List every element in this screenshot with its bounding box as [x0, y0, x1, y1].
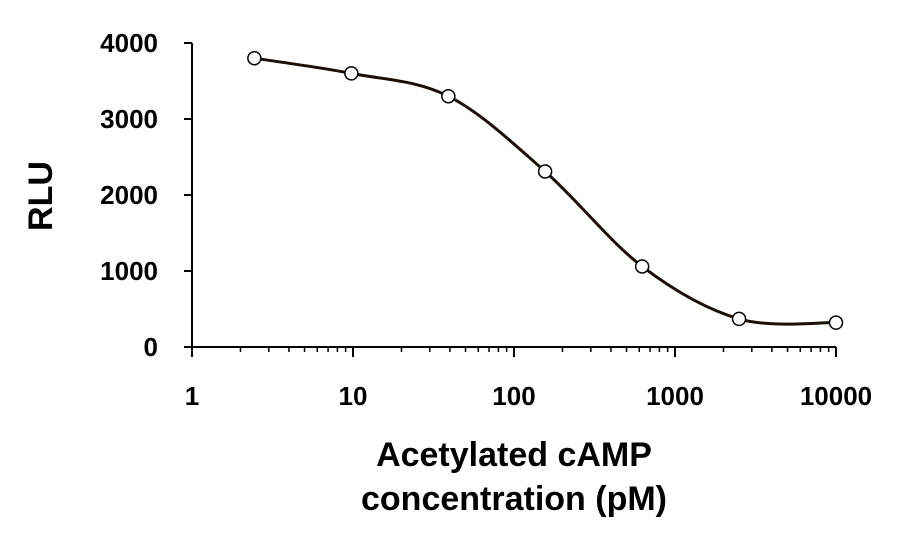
x-tick-label: 1	[185, 381, 199, 411]
y-tick-label: 4000	[100, 28, 158, 58]
x-axis-title-line-2: concentration (pM)	[361, 480, 667, 518]
x-axis-title-line-1: Acetylated cAMP	[376, 436, 652, 474]
data-point	[634, 259, 650, 274]
x-tick-label: 10000	[800, 381, 872, 411]
y-tick-label: 1000	[100, 256, 158, 286]
data-point	[344, 66, 359, 81]
tick-labels: 0 1000 2000 3000 4000 1 10 100 1000 10000	[100, 28, 872, 411]
data-point	[828, 315, 844, 330]
axes	[184, 42, 837, 357]
data-point	[537, 164, 553, 179]
data-points	[247, 50, 844, 330]
x-tick-label: 1000	[646, 381, 704, 411]
y-tick-label: 3000	[100, 104, 158, 134]
series-curve	[254, 56, 837, 326]
y-axis-title: RLU	[22, 161, 60, 231]
x-tick-label: 100	[492, 381, 535, 411]
y-tick-label: 0	[144, 332, 158, 362]
data-point	[731, 311, 747, 327]
y-tick-label: 2000	[100, 180, 158, 210]
x-tick-label: 10	[339, 381, 368, 411]
data-point	[441, 88, 456, 104]
data-point	[247, 50, 262, 66]
